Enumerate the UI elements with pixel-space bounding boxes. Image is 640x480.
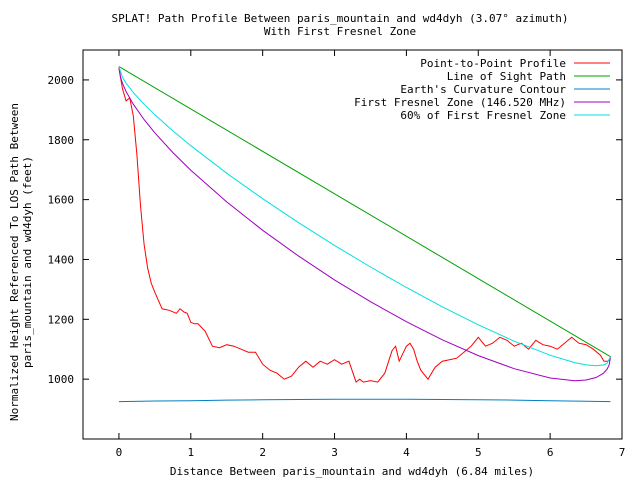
- earth-curvature-line: [118, 398, 611, 403]
- x-tick-label: 2: [259, 446, 266, 459]
- chart-title: SPLAT! Path Profile Between paris_mounta…: [112, 12, 569, 25]
- fresnel-zone-line: [118, 66, 611, 382]
- y-tick-label: 1000: [48, 373, 75, 386]
- y-axis-label-line-2: paris_mountain and wd4dyh (feet): [21, 156, 34, 368]
- y-tick-label: 1600: [48, 194, 75, 207]
- legend-label: Earth's Curvature Contour: [400, 83, 566, 96]
- x-axis-label: Distance Between paris_mountain and wd4d…: [170, 465, 534, 478]
- legend-label: First Fresnel Zone (146.520 MHz): [354, 96, 566, 109]
- line-of-sight-line: [118, 66, 611, 358]
- y-tick-label: 1800: [48, 134, 75, 147]
- y-tick-label: 1400: [48, 253, 75, 266]
- y-tick-label: 1200: [48, 313, 75, 326]
- series-layer: [118, 66, 611, 403]
- x-axis-ticks: 0 1 2 3 4 5 6 7: [116, 50, 626, 459]
- x-tick-label: 5: [475, 446, 482, 459]
- legend-label: 60% of First Fresnel Zone: [400, 109, 566, 122]
- y-axis-label-line-1: Normalized Height Referenced To LOS Path…: [8, 103, 21, 421]
- x-tick-label: 1: [187, 446, 194, 459]
- x-tick-label: 6: [547, 446, 554, 459]
- x-tick-label: 0: [116, 446, 123, 459]
- legend-label: Line of Sight Path: [447, 70, 566, 83]
- x-tick-label: 4: [403, 446, 410, 459]
- y-tick-label: 2000: [48, 74, 75, 87]
- chart-subtitle: With First Fresnel Zone: [264, 25, 416, 38]
- x-tick-label: 7: [619, 446, 626, 459]
- plot-frame: [82, 49, 623, 440]
- legend-label: Point-to-Point Profile: [420, 57, 566, 70]
- x-tick-label: 3: [331, 446, 338, 459]
- y-axis-ticks: 1000 1200 1400 1600 1800 2000: [48, 74, 622, 386]
- fresnel-60-line: [118, 66, 611, 367]
